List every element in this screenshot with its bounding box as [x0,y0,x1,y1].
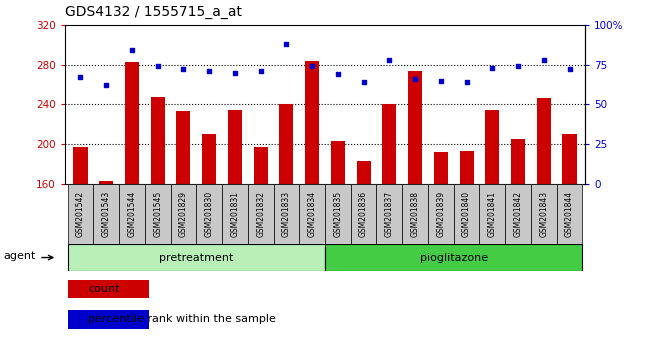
Point [436,78,446,83]
Bar [480,184,505,244]
Bar [222,184,248,244]
Bar [325,184,351,244]
Text: pretreatment: pretreatment [159,252,233,263]
Bar [531,184,556,244]
Text: GSM201833: GSM201833 [282,191,291,237]
Bar [248,184,274,244]
Bar [94,184,119,244]
Text: GSM201843: GSM201843 [540,191,549,237]
Bar [227,110,242,184]
Point [255,68,266,74]
Text: GSM201837: GSM201837 [385,191,394,237]
Bar [428,184,454,244]
Text: GSM201543: GSM201543 [101,191,111,237]
Point [358,79,369,85]
Point [462,79,472,85]
Point [75,74,86,80]
Bar [151,97,164,184]
Bar [357,161,370,184]
Text: GSM201832: GSM201832 [256,191,265,237]
Bar [325,244,582,271]
Text: GSM201544: GSM201544 [127,191,136,237]
Bar [68,310,150,329]
Bar [556,184,582,244]
Point [487,65,497,70]
Text: GSM201542: GSM201542 [76,191,85,237]
Point [564,67,575,72]
Bar [280,104,293,184]
Bar [382,104,396,184]
Text: GSM201842: GSM201842 [514,191,523,237]
Bar [331,141,345,184]
Point [178,67,188,72]
Bar [505,184,531,244]
Bar [274,184,299,244]
Text: percentile rank within the sample: percentile rank within the sample [88,314,276,325]
Point [101,82,111,88]
Point [539,57,549,63]
Bar [376,184,402,244]
Bar [68,280,150,298]
Point [281,41,292,47]
Bar [176,112,190,184]
Text: GSM201838: GSM201838 [411,191,420,237]
Bar [202,134,216,184]
Bar [119,184,145,244]
Text: GSM201836: GSM201836 [359,191,368,237]
Bar [73,147,88,184]
Text: GSM201841: GSM201841 [488,191,497,237]
Text: GSM201844: GSM201844 [565,191,574,237]
Bar [454,184,480,244]
Bar [537,98,551,184]
Bar [408,70,422,184]
Point [333,71,343,77]
Bar [99,181,113,184]
Point [204,68,214,74]
Text: GSM201840: GSM201840 [462,191,471,237]
Bar [402,184,428,244]
Text: pioglitazone: pioglitazone [420,252,488,263]
Text: GSM201545: GSM201545 [153,191,162,237]
Point [229,70,240,75]
Text: GSM201839: GSM201839 [436,191,445,237]
Bar [434,152,448,184]
Point [513,63,523,69]
Bar [145,184,170,244]
Bar [511,139,525,184]
Point [127,47,137,53]
Bar [351,184,376,244]
Bar [196,184,222,244]
Bar [460,151,474,184]
Text: GSM201830: GSM201830 [205,191,214,237]
Bar [125,62,139,184]
Bar [486,110,499,184]
Text: GDS4132 / 1555715_a_at: GDS4132 / 1555715_a_at [65,5,242,19]
Point [153,63,163,69]
Point [410,76,421,82]
Point [384,57,395,63]
Text: GSM201831: GSM201831 [230,191,239,237]
Bar [68,184,94,244]
Bar [305,61,319,184]
Text: count: count [88,284,120,295]
Text: agent: agent [3,251,36,261]
Bar [68,244,325,271]
Bar [170,184,196,244]
Bar [299,184,325,244]
Bar [562,134,577,184]
Text: GSM201834: GSM201834 [307,191,317,237]
Text: GSM201835: GSM201835 [333,191,343,237]
Text: GSM201829: GSM201829 [179,191,188,237]
Point [307,63,317,69]
Bar [254,147,268,184]
